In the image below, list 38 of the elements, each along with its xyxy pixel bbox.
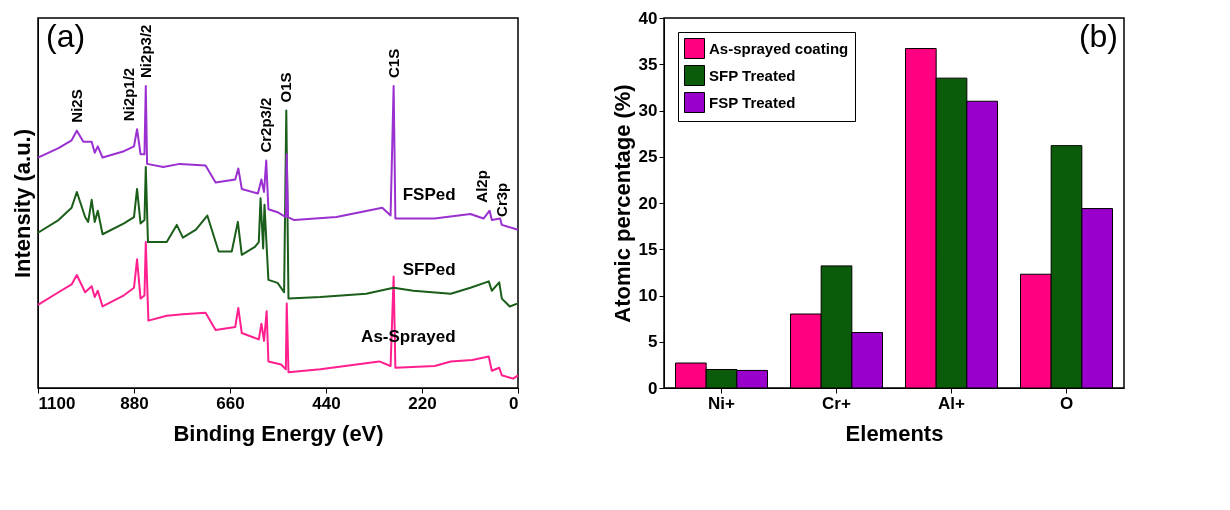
x-axis-title: Elements xyxy=(845,420,944,446)
annotation: O1S xyxy=(277,72,295,103)
y-tick-label: 15 xyxy=(638,239,658,259)
y-tick-label: 10 xyxy=(638,286,658,305)
chart-title: (a) xyxy=(46,18,86,54)
x-tick-label: 1100 xyxy=(38,393,76,413)
x-tick-label: 880 xyxy=(120,393,149,413)
annotation: Ni2S xyxy=(67,89,85,123)
y-tick-label: 5 xyxy=(648,332,658,352)
y-axis-title: Atomic percentage (%) xyxy=(609,84,635,323)
annotation: Ni2p3/2 xyxy=(136,24,154,78)
legend-label: FSP Treated xyxy=(709,93,796,111)
annotation: C1S xyxy=(384,48,402,78)
x-tick-label: 660 xyxy=(216,393,245,413)
series-label: SFPed xyxy=(402,259,456,279)
y-tick-label: 20 xyxy=(638,193,658,213)
x-tick-label: O xyxy=(1059,393,1074,413)
x-tick-label: Ni+ xyxy=(708,393,736,413)
y-tick-label: 30 xyxy=(638,101,658,120)
chart-title: (b) xyxy=(1078,18,1118,54)
series-label: FSPed xyxy=(402,184,456,204)
annotation: Al2p xyxy=(472,170,490,203)
y-tick-label: 0 xyxy=(648,378,658,398)
x-tick-label: 440 xyxy=(312,393,341,413)
x-tick-label: 0 xyxy=(509,393,519,413)
x-tick-label: Cr+ xyxy=(822,393,851,413)
x-axis-title: Binding Energy (eV) xyxy=(173,420,384,446)
y-tick-label: 25 xyxy=(638,147,658,167)
annotation: Cr2p3/2 xyxy=(257,97,275,153)
y-tick-label: 40 xyxy=(638,8,658,28)
y-axis-title: Intensity (a.u.) xyxy=(9,128,35,279)
x-tick-label: Al+ xyxy=(938,393,966,413)
y-tick-label: 35 xyxy=(638,54,658,74)
annotation: Cr3p xyxy=(492,182,510,217)
x-tick-label: 220 xyxy=(408,393,437,413)
annotation: Ni2p1/2 xyxy=(120,67,138,122)
legend-label: As-sprayed coating xyxy=(709,39,849,57)
legend-label: SFP Treated xyxy=(709,66,796,84)
